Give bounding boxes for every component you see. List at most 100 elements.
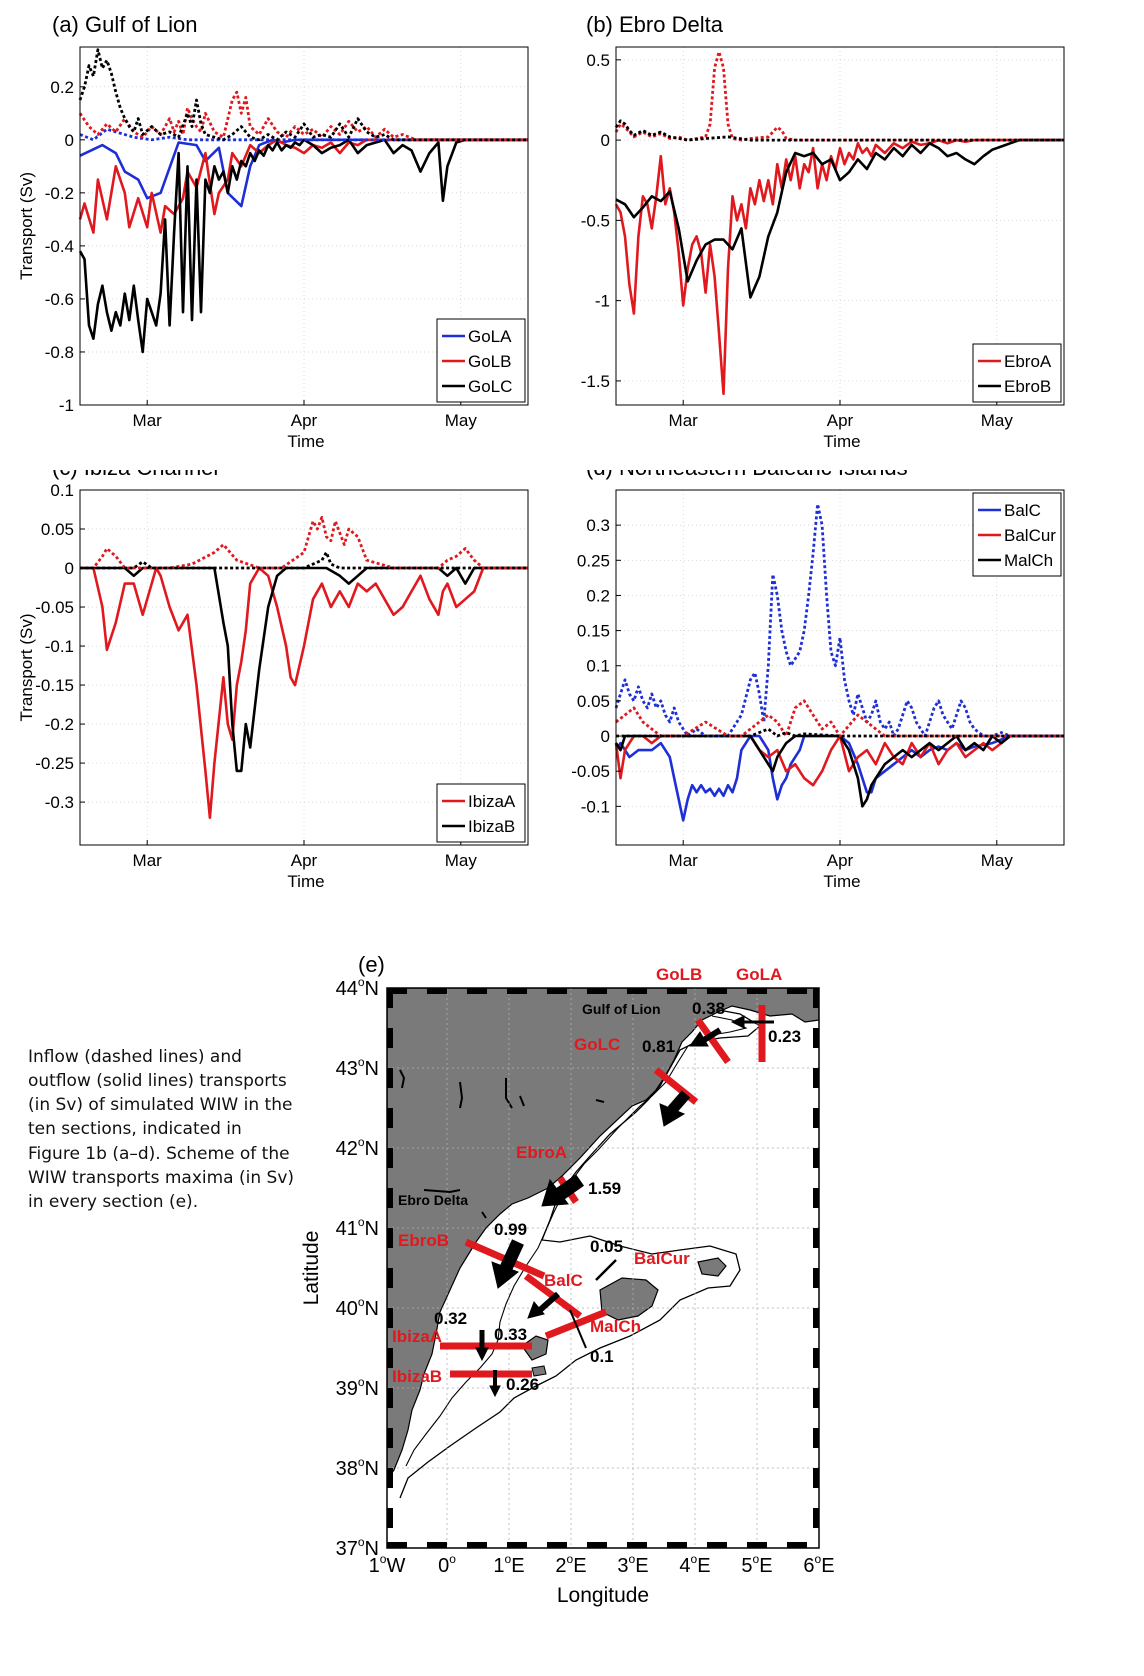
y-tick-label: -1 <box>595 292 610 311</box>
y-tick-label: 0.15 <box>577 622 610 641</box>
section-label-malch: MalCh <box>590 1317 641 1336</box>
map-xlabel: Longitude <box>557 1584 649 1607</box>
map-arrows <box>475 1015 774 1398</box>
x-tick-label: Apr <box>291 411 318 430</box>
lat-label: 40oN <box>336 1295 379 1320</box>
lon-label: 1oW <box>369 1552 406 1577</box>
y-tick-label: 0.2 <box>50 78 74 97</box>
series-line-red-dashed <box>78 90 528 142</box>
map-panel-label: (e) <box>358 952 385 977</box>
y-axis-label: Transport (Sv) <box>17 172 36 280</box>
series-line-red-dashed <box>80 515 528 570</box>
section-value-golb: 0.38 <box>692 999 725 1018</box>
chart-title: (d) Northeastern Balearic Islands <box>586 470 908 480</box>
section-line-malch-thin <box>569 1309 587 1349</box>
y-tick-label: 0.1 <box>50 481 74 500</box>
section-line-golb <box>695 1017 731 1065</box>
chart-ibiza-channel: 0.1 0.05 0 -0.05 -0.1 -0.15 -0.2 -0.25 -0.3 Mar Ap… <box>0 455 572 940</box>
y-tick-label: -0.25 <box>35 754 74 773</box>
lat-label: 41oN <box>336 1215 379 1240</box>
x-tick-label: Mar <box>133 851 163 870</box>
section-label-balc: BalC <box>544 1271 583 1290</box>
y-tick-label: -0.6 <box>45 290 74 309</box>
x-axis-label: Time <box>287 872 324 891</box>
section-label-balcur: BalCur <box>634 1249 690 1268</box>
y-tick-label: 0.25 <box>577 551 610 570</box>
series-line-ebrob <box>615 138 1064 299</box>
lon-label: 2oE <box>555 1552 586 1577</box>
legend: EbroA EbroB <box>972 343 1062 403</box>
y-tick-label: 0.5 <box>586 51 610 70</box>
y-tick-label: -1.5 <box>581 372 610 391</box>
series-line-golc <box>78 138 528 354</box>
map-isobath-inner <box>405 1015 748 1467</box>
section-value-golc: 0.81 <box>642 1037 675 1056</box>
x-tick-label: May <box>445 411 478 430</box>
lon-label: 1oE <box>493 1552 524 1577</box>
map-inland-marks <box>399 1069 605 1219</box>
legend-label-golc: GoLC <box>468 377 512 396</box>
map-land-mainland <box>387 988 819 1482</box>
section-value-balc: 0.33 <box>494 1325 527 1344</box>
legend-label-balcur: BalCur <box>1004 526 1056 545</box>
x-tick-label: Mar <box>669 411 699 430</box>
series-line-red-dashed <box>614 50 1064 142</box>
x-tick-label: May <box>981 851 1014 870</box>
lat-label: 39oN <box>336 1375 379 1400</box>
y-tick-label: 0 <box>601 131 610 150</box>
figure-caption: Inflow (dashed lines) and outflow (solid… <box>28 1047 295 1212</box>
y-tick-label: -1 <box>59 396 74 415</box>
lat-label: 44oN <box>336 975 379 1000</box>
map-island-mallorca <box>599 1277 659 1321</box>
y-tick-label: -0.3 <box>45 793 74 812</box>
y-tick-label: 0 <box>601 727 610 746</box>
legend: GoLA GoLB GoLC <box>436 318 526 403</box>
section-line-golc <box>653 1067 699 1105</box>
y-tick-label: -0.5 <box>581 211 610 230</box>
y-tick-label: -0.1 <box>45 637 74 656</box>
map-border <box>386 987 820 1549</box>
legend-label-ibizaa: IbizaA <box>468 792 516 811</box>
lon-label: 3oE <box>617 1552 648 1577</box>
series-line-blue-dashed <box>614 502 1064 738</box>
section-value-ebrob: 0.99 <box>494 1220 527 1239</box>
series-line-black-dashed <box>80 551 528 570</box>
chart-gulf-of-lion: 0.2 0 -0.2 -0.4 -0.6 -0.8 -1 Mar Apr May (a) Gulf … <box>0 0 572 470</box>
y-axis-label: Transport (Sv) <box>17 613 36 721</box>
legend: IbizaA IbizaB <box>436 783 526 843</box>
x-tick-label: Apr <box>291 851 318 870</box>
map-ylabel: Latitude <box>300 1231 323 1306</box>
legend-label-malch: MalCh <box>1004 551 1053 570</box>
x-axis-label: Time <box>823 432 860 451</box>
lon-label: 6oE <box>803 1552 834 1577</box>
section-label-ebroa: EbroA <box>516 1143 567 1162</box>
x-tick-label: Mar <box>669 851 699 870</box>
section-line-balcur <box>595 1259 617 1281</box>
series-line-black-dashed <box>78 48 528 142</box>
place-gulf-of-lion: Gulf of Lion <box>582 1001 661 1017</box>
map-island-ibiza <box>521 1335 549 1361</box>
section-label-ibizaa: IbizaA <box>392 1327 442 1346</box>
lon-label: 0o <box>438 1552 456 1577</box>
x-tick-label: Apr <box>827 851 854 870</box>
legend-label-ebrob: EbroB <box>1004 377 1051 396</box>
legend: BalC BalCur MalCh <box>972 492 1062 577</box>
map-frame <box>387 988 819 1548</box>
lat-label: 37oN <box>336 1535 379 1560</box>
chart-ne-balearic: 0.3 0.25 0.2 0.15 0.1 0.05 0 -0.05 -0.1 Mar Apr May… <box>553 455 1144 940</box>
series-line-malch <box>614 734 1064 808</box>
lon-label: 5oE <box>741 1552 772 1577</box>
chart-title: (c) Ibiza Channel <box>52 470 218 480</box>
y-tick-label: -0.05 <box>35 598 74 617</box>
lon-label: 4oE <box>679 1552 710 1577</box>
lat-label: 38oN <box>336 1455 379 1480</box>
series-line-golb <box>78 138 528 234</box>
section-value-ibizab: 0.26 <box>506 1375 539 1394</box>
legend-label-golb: GoLB <box>468 352 511 371</box>
x-axis-label: Time <box>823 872 860 891</box>
map-panel: (e) <box>300 950 900 1671</box>
lat-label: 42oN <box>336 1135 379 1160</box>
legend-label-gola: GoLA <box>468 327 512 346</box>
section-label-ibizab: IbizaB <box>392 1367 442 1386</box>
lat-label: 43oN <box>336 1055 379 1080</box>
